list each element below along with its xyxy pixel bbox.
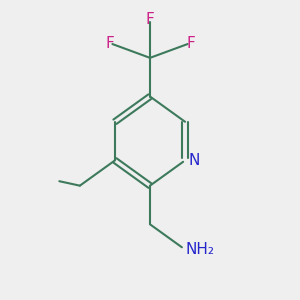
Text: F: F <box>146 12 154 27</box>
Text: F: F <box>186 35 195 50</box>
Text: N: N <box>189 153 200 168</box>
Text: NH₂: NH₂ <box>185 242 214 257</box>
Text: F: F <box>105 35 114 50</box>
